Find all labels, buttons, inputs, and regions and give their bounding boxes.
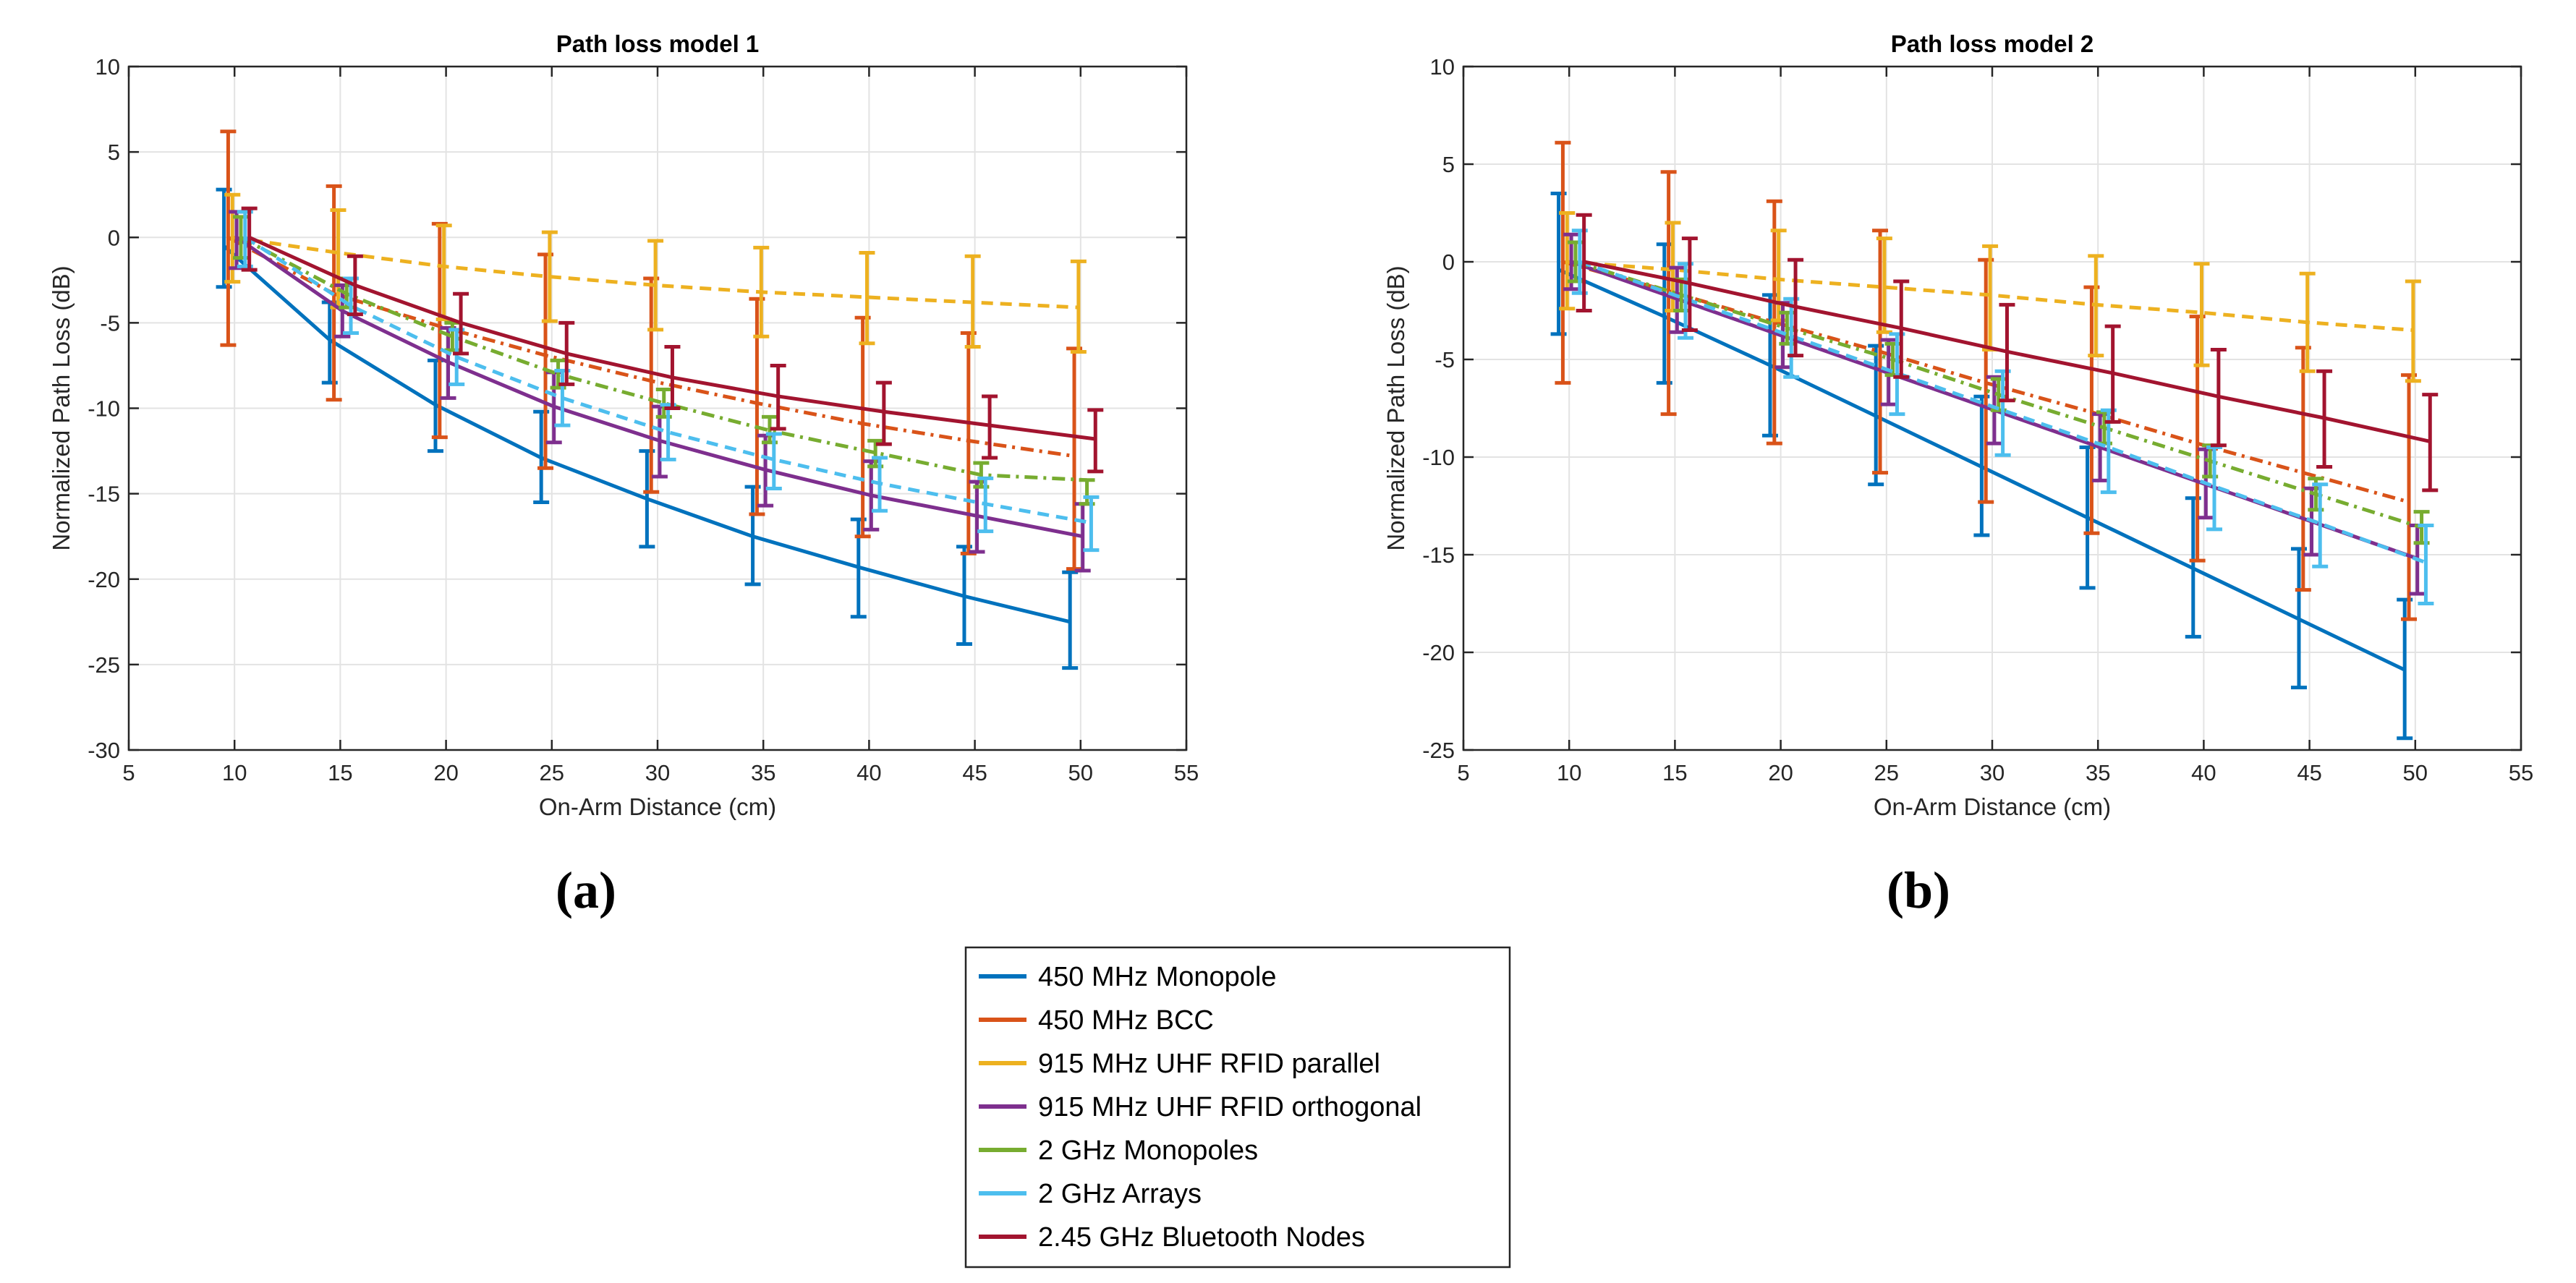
chart2-xtick-label: 45 — [2297, 760, 2321, 785]
legend-label: 450 MHz Monopole — [1038, 962, 1277, 992]
chart2-xlabel: On-Arm Distance (cm) — [1874, 793, 2111, 820]
chart2-ytick-label: -25 — [1422, 738, 1455, 763]
chart2-xtick-label: 15 — [1662, 760, 1687, 785]
chart2-ytick-label: -20 — [1422, 640, 1455, 665]
chart1-ytick-label: -10 — [88, 396, 120, 422]
chart1-s5-line — [239, 236, 1087, 482]
chart2-xtick-label: 35 — [2086, 760, 2110, 785]
chart1-xtick-label: 25 — [540, 760, 564, 785]
chart1-s4-line — [235, 236, 1084, 539]
chart2-title: Path loss model 2 — [1891, 30, 2094, 57]
legend-label: 2.45 GHz Bluetooth Nodes — [1038, 1222, 1365, 1253]
legend-item: 915 MHz UHF RFID parallel — [979, 1049, 1380, 1079]
chart2-s3-line — [1567, 260, 2414, 332]
chart1-ytick-label: 5 — [108, 140, 120, 165]
legend-box — [964, 946, 1511, 1269]
legend-label: 2 GHz Monopoles — [1038, 1135, 1258, 1166]
legend-item: 2 GHz Monopoles — [979, 1135, 1258, 1166]
chart1-ytick-label: 0 — [108, 225, 120, 250]
chart2-series-7 — [1576, 213, 2439, 493]
legend-label: 915 MHz UHF RFID orthogonal — [1038, 1092, 1421, 1122]
chart1-ytick-label: -25 — [88, 652, 120, 678]
chart2-ytick-label: -5 — [1434, 347, 1455, 372]
chart1-xtick-label: 45 — [962, 760, 987, 785]
chart1-xtick-label: 30 — [645, 760, 670, 785]
chart2-xtick-label: 50 — [2403, 760, 2428, 785]
chart2-ytick-label: 0 — [1442, 250, 1455, 275]
legend-item: 450 MHz BCC — [979, 1005, 1214, 1036]
chart2-xtick-label: 20 — [1768, 760, 1793, 785]
legend-item: 915 MHz UHF RFID orthogonal — [979, 1092, 1421, 1122]
chart2-ytick-label: 10 — [1430, 54, 1455, 80]
chart2-xtick-label: 55 — [2509, 760, 2533, 785]
chart1-xtick-label: 35 — [751, 760, 775, 785]
chart2-series-3 — [1559, 211, 2421, 383]
chart1-series-1 — [216, 187, 1079, 670]
chart2-xtick-label: 30 — [1980, 760, 2005, 785]
chart1-xtick-label: 20 — [433, 760, 458, 785]
chart2-s1-line — [1557, 268, 2406, 672]
chart2-series-1 — [1550, 192, 2413, 741]
chart2-ylabel: Normalized Path Loss (dB) — [1382, 265, 1409, 550]
panel-a: 5 10 15 20 25 30 35 40 45 50 55 -30 -25 -20 -15 -10 -5 0 5… — [48, 30, 1199, 820]
chart2-series-2 — [1555, 140, 2418, 621]
chart1-xtick-label: 15 — [328, 760, 352, 785]
chart1-title: Path loss model 1 — [556, 30, 760, 57]
chart1-ytick-label: -20 — [88, 567, 120, 592]
figure-label-a: (a) — [556, 861, 616, 919]
legend-label: 2 GHz Arrays — [1038, 1179, 1202, 1209]
chart2-s5-line — [1575, 260, 2423, 529]
chart1-ytick-label: 10 — [95, 54, 120, 80]
chart1-series-7 — [241, 206, 1104, 474]
chart1-s7-line — [248, 235, 1096, 441]
chart1-s6-line — [244, 236, 1092, 525]
legend-label: 450 MHz BCC — [1038, 1005, 1214, 1036]
legend-item: 2.45 GHz Bluetooth Nodes — [979, 1222, 1365, 1253]
legend-label: 915 MHz UHF RFID parallel — [1038, 1049, 1380, 1079]
chart2-ytick-label: 5 — [1442, 152, 1455, 177]
chart1-xtick-label: 40 — [856, 760, 881, 785]
chart2-s7-line — [1584, 260, 2431, 443]
chart1-series-6 — [237, 210, 1100, 553]
chart1-s1-line — [222, 244, 1071, 624]
chart2-xtick-label: 40 — [2191, 760, 2216, 785]
chart1-s3-line — [231, 235, 1079, 310]
chart2-ytick-label: -15 — [1422, 542, 1455, 568]
panel-b: 5 10 15 20 25 30 35 40 45 50 55 -25 -20 -15 -10 -5 0 5 10 P… — [1382, 30, 2533, 820]
chart2-xtick-label: 10 — [1557, 760, 1581, 785]
chart1-xtick-label: 5 — [122, 760, 135, 785]
chart1-xtick-label: 10 — [222, 760, 247, 785]
legend-item: 2 GHz Arrays — [979, 1179, 1202, 1209]
chart2-s2-line — [1562, 260, 2410, 504]
legend-item: 450 MHz Monopole — [979, 962, 1277, 992]
chart2-xtick-label: 25 — [1874, 760, 1899, 785]
chart1-xlabel: On-Arm Distance (cm) — [539, 793, 776, 820]
chart1-ytick-label: -15 — [88, 482, 120, 507]
chart1-xtick-label: 50 — [1068, 760, 1093, 785]
chart1-xtick-label: 55 — [1174, 760, 1199, 785]
chart2-xtick-label: 5 — [1457, 760, 1469, 785]
chart2-ytick-label: -10 — [1422, 445, 1455, 470]
chart1-ylabel: Normalized Path Loss (dB) — [48, 265, 75, 550]
chart1-ytick-label: -30 — [88, 738, 120, 763]
legend: 450 MHz Monopole 450 MHz BCC 915 MHz UHF R… — [964, 946, 1511, 1269]
chart2-series-6 — [1571, 229, 2434, 605]
figure-label-b: (b) — [1887, 861, 1950, 919]
chart1-ytick-label: -5 — [100, 310, 120, 336]
